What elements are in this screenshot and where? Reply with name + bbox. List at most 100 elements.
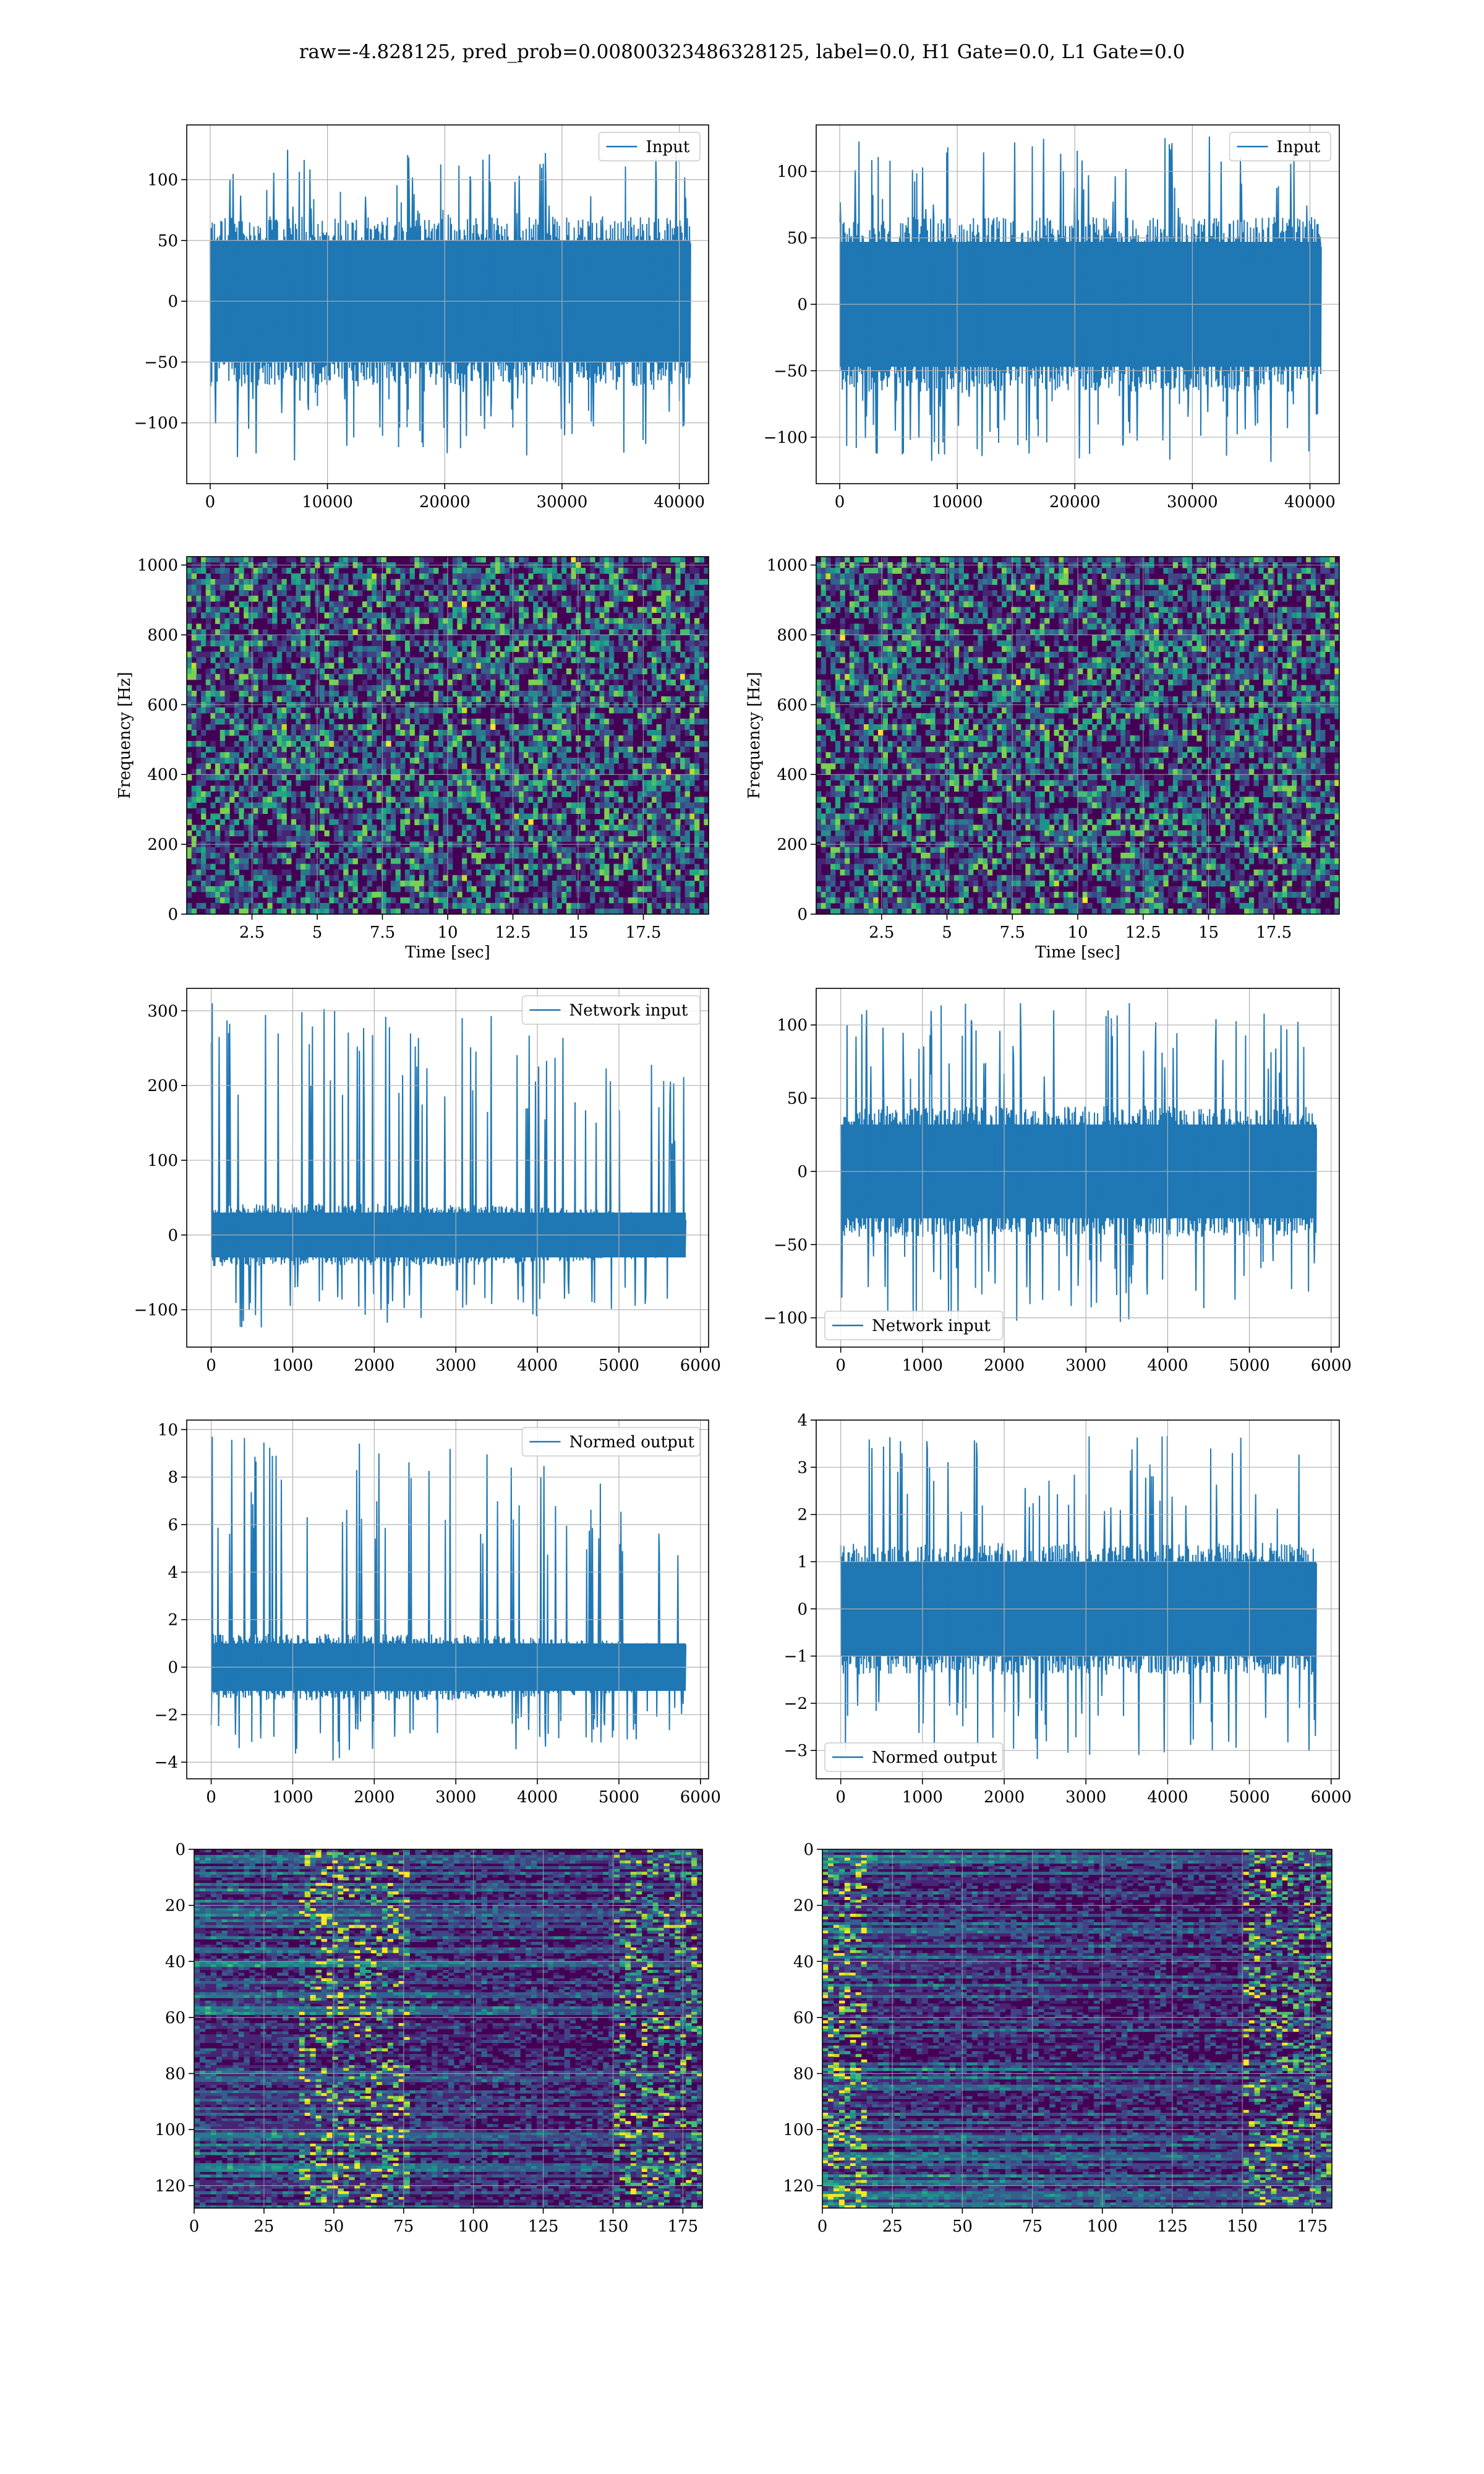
tick-label-y: 300 [147, 1002, 178, 1021]
plot-area [187, 988, 709, 1347]
series-line [839, 136, 1322, 462]
tick-label-y: −100 [134, 414, 178, 433]
tick-label-y: 80 [793, 2065, 814, 2084]
series-line [209, 150, 691, 461]
tick-label-y: 0 [803, 1841, 814, 1859]
tick-label-y: 1000 [767, 557, 808, 575]
legend-label: Normed output [872, 1748, 997, 1767]
tick-label-x: 5 [312, 923, 323, 942]
tick-label-x: 6000 [680, 1356, 721, 1375]
panel-r4-left: 0 1000 2000 3000 4000 5000 6000 −4 −2 0 2 4 6 8 10 Norm… [155, 1419, 721, 1807]
tick-label-y: −50 [144, 353, 178, 372]
tick-label-x: 4000 [517, 1356, 558, 1375]
tick-label-y: 20 [165, 1897, 186, 1915]
heatmap-image [822, 1849, 1332, 2208]
tick-label-y: 0 [175, 1841, 186, 1859]
tick-label-x: 7.5 [370, 923, 395, 942]
tick-label-y: −100 [134, 1301, 178, 1320]
tick-label-y: 40 [165, 1953, 186, 1971]
tick-label-x: 12.5 [1125, 923, 1161, 942]
tick-label-x: 0 [206, 1788, 216, 1807]
tick-label-x: 1000 [272, 1788, 313, 1807]
tick-label-x: 5 [942, 923, 952, 942]
tick-label-y: 100 [155, 2121, 186, 2139]
legend-label: Normed output [569, 1433, 695, 1452]
figure-title: raw=-4.828125, pred_prob=0.0080032348632… [0, 41, 1484, 63]
tick-label-x: 6000 [680, 1788, 721, 1807]
tick-label-x: 6000 [1311, 1356, 1352, 1375]
tick-label-x: 10000 [302, 493, 353, 511]
tick-label-y: 10 [158, 1421, 178, 1439]
legend-label: Network input [872, 1317, 991, 1335]
tick-label-x: 4000 [517, 1788, 558, 1807]
tick-label-y: 60 [165, 2009, 186, 2027]
tick-label-y: 2 [797, 1506, 808, 1525]
tick-label-x: 125 [1157, 2217, 1188, 2236]
tick-label-y: 0 [168, 1658, 178, 1677]
axes-frame [186, 988, 709, 1348]
tick-label-x: 30000 [1167, 493, 1218, 511]
tick-label-x: 50 [323, 2217, 344, 2236]
tick-label-x: 15 [568, 923, 588, 942]
tick-label-x: 2000 [984, 1356, 1025, 1375]
tick-label-y: 4 [797, 1411, 808, 1430]
tick-label-x: 175 [668, 2217, 699, 2236]
tick-label-x: 12.5 [495, 923, 531, 942]
tick-label-y: −100 [764, 1309, 808, 1328]
axes-frame [816, 988, 1340, 1348]
tick-label-x: 10 [1067, 923, 1088, 942]
tick-label-y: −3 [784, 1742, 808, 1760]
tick-label-y: 0 [797, 1600, 808, 1619]
tick-label-x: 5000 [599, 1356, 639, 1375]
tick-label-y: 100 [783, 2121, 814, 2139]
tick-label-y: 0 [797, 1163, 808, 1181]
panel-r1-right: 0 10000 20000 30000 40000 −100 −50 0 50 100 Input [764, 124, 1340, 511]
tick-label-x: 75 [1022, 2217, 1043, 2236]
tick-label-y: −1 [784, 1648, 808, 1666]
tick-label-y: 4 [168, 1564, 178, 1582]
panel-r3-left: 0 1000 2000 3000 4000 5000 6000 −100 0 100 200 300 N… [134, 988, 721, 1375]
tick-label-x: 2.5 [239, 923, 265, 942]
tick-label-x: 20000 [419, 493, 471, 511]
tick-label-x: 5000 [599, 1788, 639, 1807]
legend-label: Network input [569, 1001, 688, 1020]
panel-r2-left: 2.5 5 7.5 10 12.5 15 17.5 0 200 400 600 800 1000 Time… [116, 556, 709, 962]
tick-label-x: 5000 [1229, 1356, 1270, 1375]
tick-label-x: 0 [835, 1788, 846, 1807]
tick-label-y: 600 [777, 696, 808, 714]
tick-label-x: 0 [189, 2217, 200, 2236]
tick-label-x: 40000 [654, 493, 705, 511]
tick-label-x: 2000 [984, 1788, 1025, 1807]
tick-label-x: 17.5 [1256, 923, 1292, 942]
legend-box [521, 1427, 701, 1457]
tick-label-y: 1 [797, 1553, 808, 1572]
tick-label-x: 175 [1297, 2217, 1328, 2236]
tick-label-x: 1000 [902, 1356, 943, 1375]
axis-label-y: Frequency [Hz] [745, 672, 764, 799]
tick-label-x: 2000 [354, 1788, 394, 1807]
tick-label-y: 50 [158, 232, 178, 250]
tick-label-x: 4000 [1147, 1788, 1188, 1807]
series-line [210, 1003, 687, 1328]
tick-label-x: 2000 [354, 1356, 394, 1375]
tick-label-y: 120 [783, 2177, 814, 2196]
tick-label-y: 6 [168, 1516, 178, 1534]
legend: Normed output [824, 1742, 1004, 1772]
tick-label-x: 0 [835, 493, 845, 511]
panel-r5-right: 0 25 50 75 100 125 150 175 0 20 40 60 80 100 120 [783, 1841, 1333, 2236]
axes-frame [194, 1849, 703, 2209]
tick-label-x: 3000 [1065, 1788, 1106, 1807]
tick-label-y: 60 [793, 2009, 814, 2027]
plot-area [187, 1420, 709, 1779]
tick-label-x: 1000 [902, 1788, 943, 1807]
tick-label-x: 25 [882, 2217, 903, 2236]
panel-r1-left: 0 10000 20000 30000 40000 −100 −50 0 50 100 Input [134, 124, 709, 511]
tick-label-y: 400 [147, 766, 178, 784]
tick-label-y: 200 [147, 1077, 178, 1095]
tick-label-y: 0 [797, 296, 808, 314]
tick-label-y: 200 [147, 836, 178, 854]
tick-label-x: 100 [1087, 2217, 1118, 2236]
axis-label-x: Time [sec] [1035, 943, 1120, 962]
tick-label-x: 4000 [1147, 1356, 1188, 1375]
